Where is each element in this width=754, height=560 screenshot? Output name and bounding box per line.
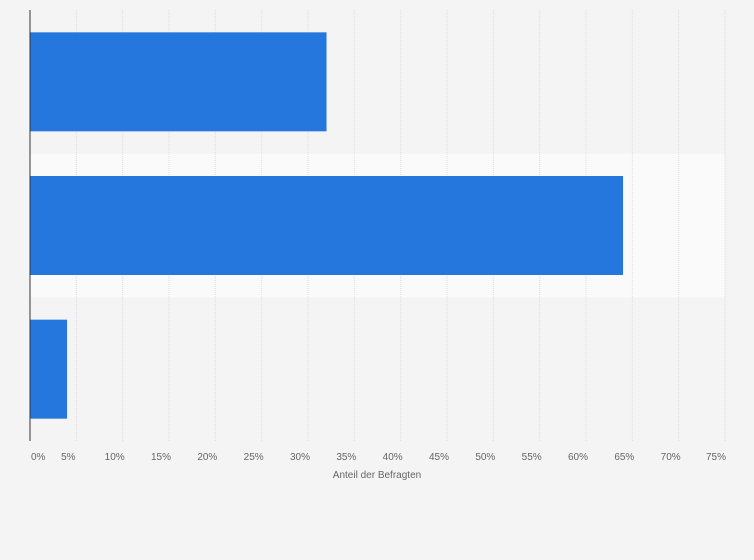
- x-tick-label: 10%: [105, 452, 125, 463]
- x-tick-label: 65%: [614, 452, 634, 463]
- x-tick-label: 30%: [290, 452, 310, 463]
- x-tick-label: 15%: [151, 452, 171, 463]
- x-axis-title: Anteil der Befragten: [333, 470, 421, 481]
- x-tick-label: 45%: [429, 452, 449, 463]
- x-tick-labels: 0% 5% 10% 15% 20% 25% 30% 35% 40% 45% 50% 55% 60% 65%…: [31, 452, 726, 463]
- bars: [30, 32, 624, 419]
- x-tick-label: 55%: [522, 452, 542, 463]
- x-tick-label: 70%: [661, 452, 681, 463]
- x-tick-label: 0%: [31, 452, 46, 463]
- x-tick-label: 60%: [568, 452, 588, 463]
- bar: [30, 32, 327, 132]
- bar: [30, 176, 624, 275]
- x-tick-label: 25%: [244, 452, 264, 463]
- x-tick-label: 5%: [61, 452, 76, 463]
- x-tick-label: 35%: [336, 452, 356, 463]
- x-tick-label: 75%: [706, 452, 726, 463]
- x-tick-label: 50%: [475, 452, 495, 463]
- x-tick-label: 40%: [383, 452, 403, 463]
- bar: [30, 319, 68, 419]
- x-tick-label: 20%: [197, 452, 217, 463]
